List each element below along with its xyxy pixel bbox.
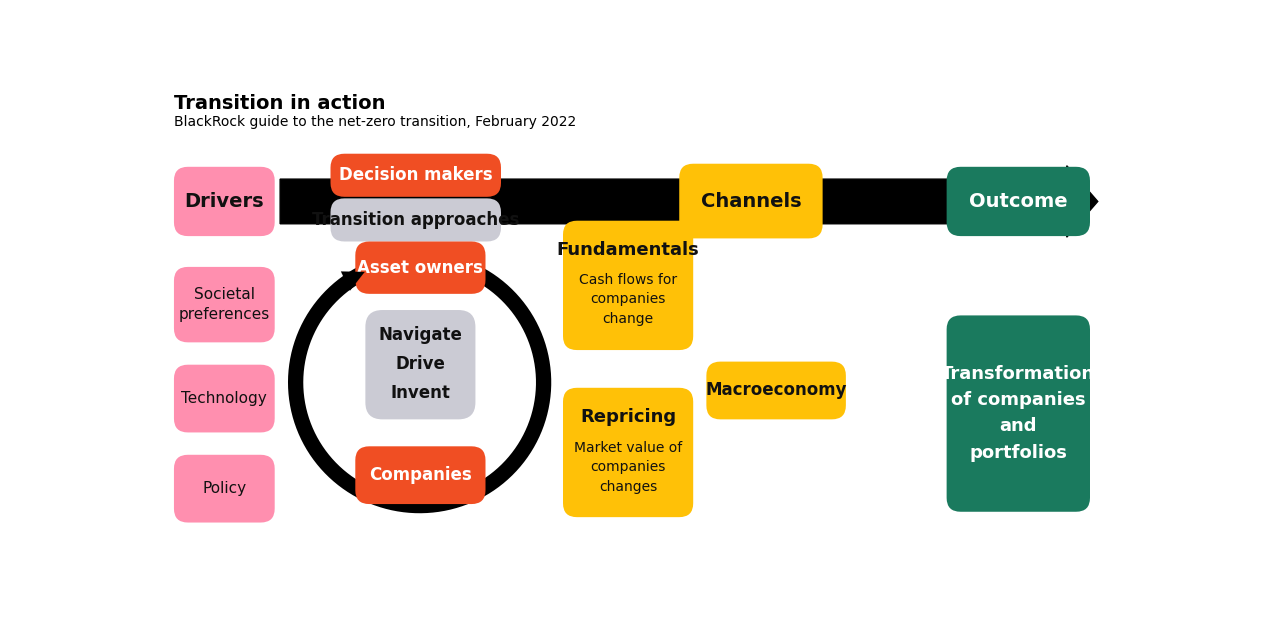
- Text: Market value of
companies
changes: Market value of companies changes: [573, 441, 682, 494]
- FancyArrow shape: [280, 166, 1098, 237]
- FancyBboxPatch shape: [680, 164, 823, 239]
- Text: Outcome: Outcome: [969, 192, 1068, 211]
- Text: Decision makers: Decision makers: [339, 166, 493, 184]
- Text: Policy: Policy: [202, 481, 246, 496]
- Text: Transformation
of companies
and
portfolios: Transformation of companies and portfoli…: [941, 365, 1096, 462]
- FancyBboxPatch shape: [174, 365, 275, 433]
- FancyBboxPatch shape: [174, 455, 275, 523]
- FancyBboxPatch shape: [947, 167, 1091, 236]
- FancyBboxPatch shape: [947, 316, 1091, 511]
- Text: Transition in action: Transition in action: [174, 94, 385, 113]
- Text: Macroeconomy: Macroeconomy: [705, 381, 847, 399]
- FancyBboxPatch shape: [563, 388, 694, 517]
- Text: Navigate
Drive
Invent: Navigate Drive Invent: [379, 326, 462, 402]
- Text: Channels: Channels: [700, 192, 801, 211]
- FancyBboxPatch shape: [174, 167, 275, 236]
- FancyBboxPatch shape: [356, 446, 485, 504]
- Text: Drivers: Drivers: [184, 192, 264, 211]
- FancyBboxPatch shape: [330, 198, 500, 242]
- FancyBboxPatch shape: [563, 221, 694, 350]
- Text: Fundamentals: Fundamentals: [557, 241, 699, 259]
- FancyBboxPatch shape: [330, 154, 500, 197]
- Text: Repricing: Repricing: [580, 408, 676, 426]
- Text: Companies: Companies: [369, 466, 472, 484]
- Text: BlackRock guide to the net-zero transition, February 2022: BlackRock guide to the net-zero transiti…: [174, 115, 576, 129]
- FancyBboxPatch shape: [356, 242, 485, 294]
- FancyBboxPatch shape: [707, 361, 846, 419]
- FancyBboxPatch shape: [174, 267, 275, 342]
- Text: Cash flows for
companies
change: Cash flows for companies change: [579, 273, 677, 326]
- FancyBboxPatch shape: [365, 310, 475, 419]
- Text: Asset owners: Asset owners: [357, 259, 484, 277]
- Text: Technology: Technology: [182, 391, 268, 406]
- Text: Societal
preferences: Societal preferences: [179, 287, 270, 322]
- Text: Transition approaches: Transition approaches: [312, 211, 520, 229]
